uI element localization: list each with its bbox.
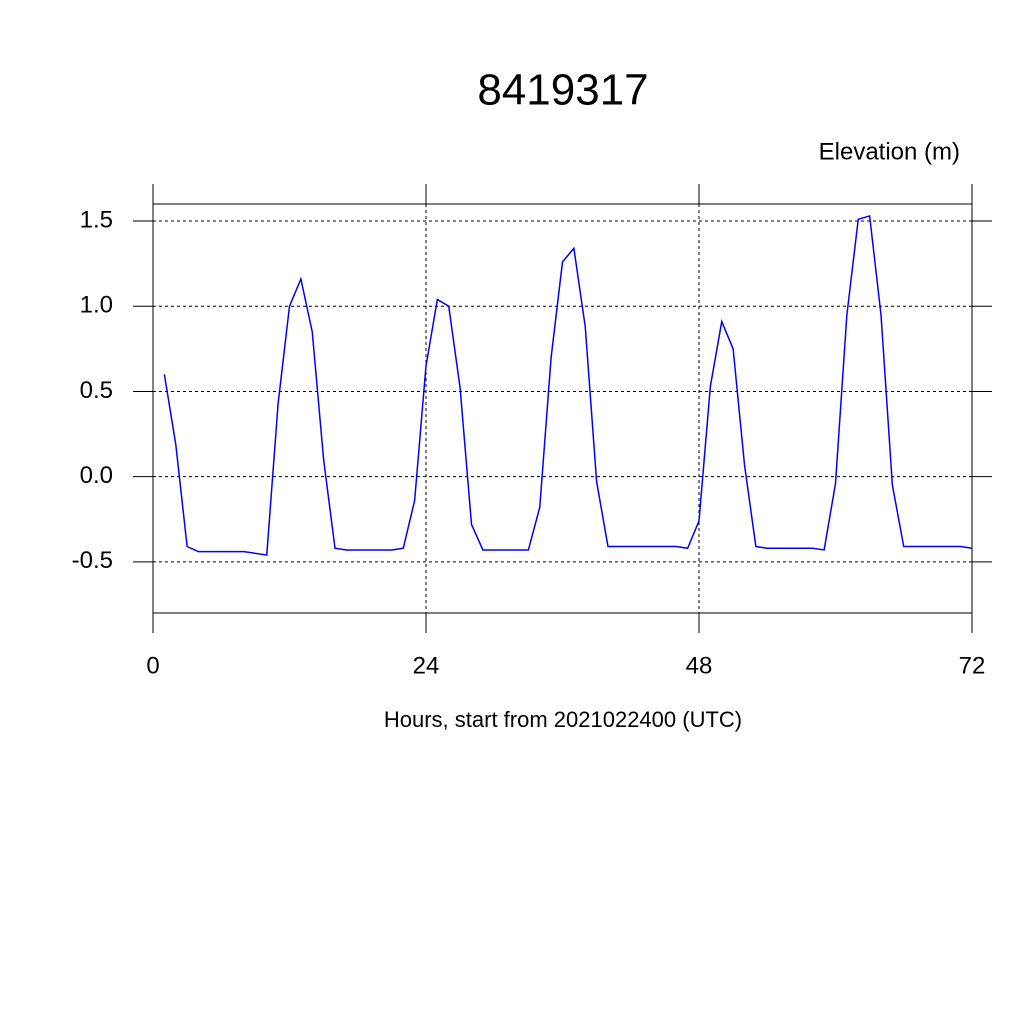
y-tick-label: 1.0 — [80, 292, 113, 319]
plot-frame — [152, 203, 973, 614]
chart-title: 8419317 — [477, 66, 648, 115]
y-tick-label: 0.5 — [80, 377, 113, 404]
x-tick-label: 0 — [146, 652, 159, 679]
data-line — [163, 214, 973, 556]
y-axis-label: Elevation (m) — [819, 138, 960, 165]
x-tick-label: 24 — [413, 652, 440, 679]
x-tick-label: 48 — [686, 652, 713, 679]
x-tick-label: 72 — [959, 652, 986, 679]
y-tick-label: 0.0 — [80, 462, 113, 489]
x-axis-label: Hours, start from 2021022400 (UTC) — [384, 707, 742, 732]
y-tick-label: 1.5 — [80, 206, 113, 233]
y-tick-label: -0.5 — [72, 547, 113, 574]
